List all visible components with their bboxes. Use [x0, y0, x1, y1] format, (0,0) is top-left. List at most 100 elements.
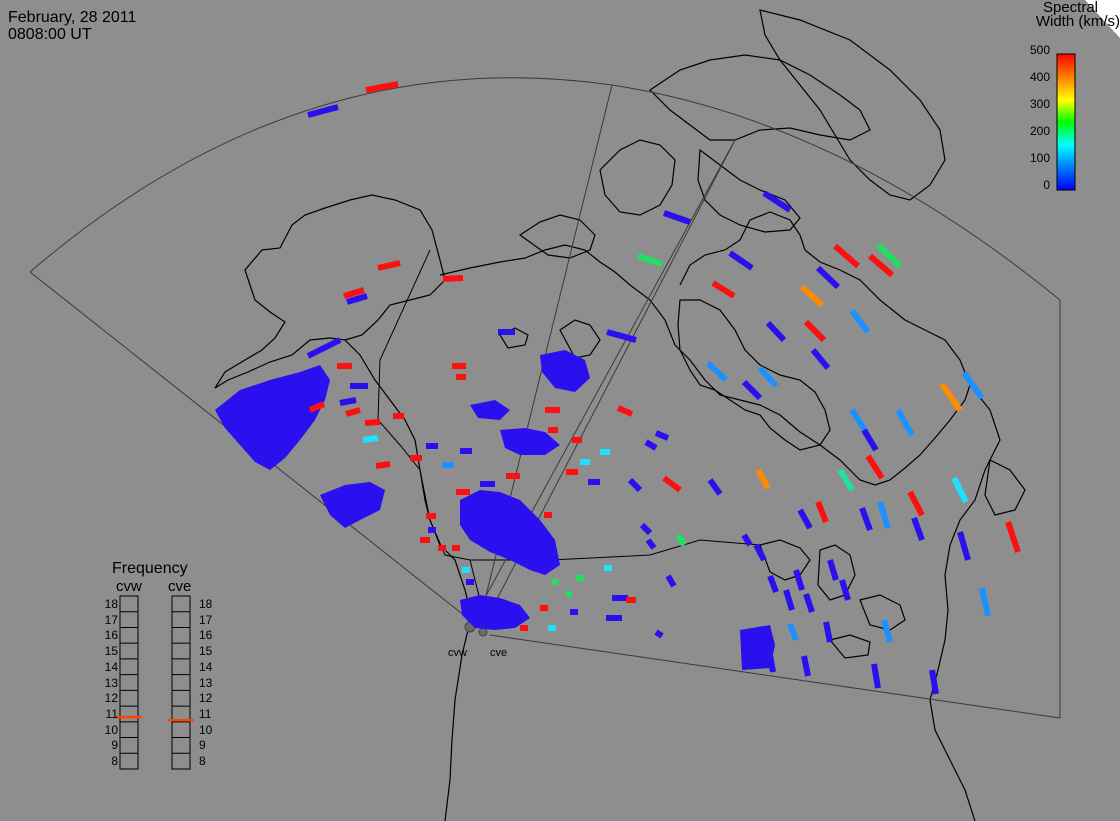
- colorbar-title-line2: Width (km/s): [1035, 13, 1120, 30]
- echo-gate: [839, 579, 851, 601]
- frequency-level-right: 14: [199, 659, 213, 674]
- frequency-level-left: 12: [104, 691, 118, 706]
- frequency-level-right: 13: [199, 675, 213, 690]
- echo-gate: [833, 243, 860, 269]
- political-boundaries: [377, 249, 761, 626]
- echo-gate: [871, 663, 881, 689]
- echo-gate: [307, 104, 339, 118]
- echo-gate: [815, 265, 841, 290]
- echo-gate: [1005, 521, 1021, 553]
- header-time: 0808:00 UT: [8, 26, 92, 43]
- echo-gate: [675, 533, 687, 547]
- echo-gate: [711, 280, 736, 299]
- frequency-level-right: 9: [199, 738, 206, 753]
- echo-gate: [859, 506, 873, 532]
- frequency-level-left: 9: [111, 738, 118, 753]
- echo-gate: [757, 366, 779, 388]
- echo-gate: [797, 508, 813, 530]
- frequency-level-right: 17: [199, 612, 213, 627]
- colorbar-tick: 400: [1029, 70, 1050, 84]
- echo-gate: [865, 454, 885, 480]
- frequency-level-left: 14: [104, 659, 118, 674]
- echo-gate: [961, 371, 985, 400]
- echo-gate: [665, 574, 677, 588]
- echo-gate: [875, 242, 903, 269]
- echo-gate: [753, 543, 767, 562]
- echo-gate: [306, 337, 342, 359]
- echo-gate: [639, 522, 653, 536]
- echo-gate: [741, 379, 763, 401]
- echo-gate: [707, 478, 723, 496]
- echo-gate: [810, 348, 831, 370]
- radar-sites: [464, 621, 488, 637]
- corner-mark: [1085, 0, 1120, 38]
- echo-gate: [627, 477, 643, 493]
- echo-gate: [877, 501, 891, 529]
- echo-gate: [645, 538, 657, 550]
- echo-gate: [365, 81, 399, 93]
- echo-gate: [765, 320, 787, 343]
- frequency-level-right: 8: [199, 754, 206, 769]
- echo-gate: [762, 190, 792, 213]
- echo-gate: [654, 629, 664, 639]
- radar-label-cvw: cvw: [448, 647, 467, 659]
- echo-gate: [644, 439, 658, 451]
- echo-gate: [705, 360, 729, 383]
- echo-gate: [767, 574, 779, 594]
- echo-gate: [364, 419, 381, 426]
- echo-gate: [801, 655, 811, 677]
- echo-gate: [375, 461, 391, 469]
- frequency-level-left: 15: [104, 644, 118, 659]
- echo-cluster-central: [500, 428, 560, 455]
- echo-gate: [837, 468, 855, 492]
- echo-gate: [362, 435, 379, 443]
- echo-gate: [868, 253, 894, 278]
- echo-gate: [606, 329, 637, 343]
- echo-gate: [849, 309, 871, 334]
- frequency-level-right: 12: [199, 691, 213, 706]
- echo-cluster-nearfield: [460, 595, 530, 630]
- colorbar-tick: 0: [1043, 178, 1050, 192]
- echo-gate: [951, 476, 969, 504]
- echo-gate: [957, 531, 971, 561]
- colorbar-tick: 500: [1029, 43, 1050, 57]
- echo-gate: [827, 559, 839, 581]
- radar-site-cve[interactable]: [478, 627, 488, 637]
- frequency-level-left: 8: [111, 754, 118, 769]
- frequency-level-right: 15: [199, 644, 213, 659]
- colorbar-title-line1: Spectral: [1042, 0, 1098, 16]
- echo-gate: [755, 468, 771, 490]
- echo-gate: [849, 408, 869, 434]
- frequency-level-left: 16: [104, 628, 118, 643]
- echo-gate: [663, 210, 691, 225]
- echo-gate: [895, 408, 915, 437]
- echo-cluster-arctic: [540, 350, 590, 392]
- frequency-radar-cve: cve: [168, 578, 192, 595]
- frequency-radar-cvw: cvw: [116, 578, 142, 595]
- echo-gate: [339, 397, 357, 406]
- echo-gate: [979, 587, 991, 617]
- echo-gate: [343, 287, 365, 299]
- echo-gate: [345, 407, 361, 417]
- echo-gate: [881, 619, 893, 643]
- echo-gate: [654, 430, 670, 441]
- echo-cluster-greatlakes: [740, 625, 775, 670]
- echo-gate: [308, 401, 326, 413]
- colorbar-tick: 100: [1029, 151, 1050, 165]
- echo-gate: [803, 319, 827, 343]
- echo-gate: [346, 293, 368, 305]
- echo-gate: [803, 593, 815, 613]
- echo-gate: [728, 250, 754, 271]
- frequency-level-right: 11: [199, 706, 212, 721]
- radar-echoes: [215, 81, 1021, 695]
- echo-gate: [442, 275, 464, 282]
- colorbar-tick: 300: [1029, 97, 1050, 111]
- frequency-bar-cve: [171, 595, 191, 770]
- echo-gate: [799, 284, 825, 308]
- frequency-title: Frequency: [112, 560, 188, 577]
- echo-cluster-plains: [460, 490, 560, 575]
- echo-gate: [861, 428, 879, 452]
- frequency-bar-cvw: [119, 595, 139, 770]
